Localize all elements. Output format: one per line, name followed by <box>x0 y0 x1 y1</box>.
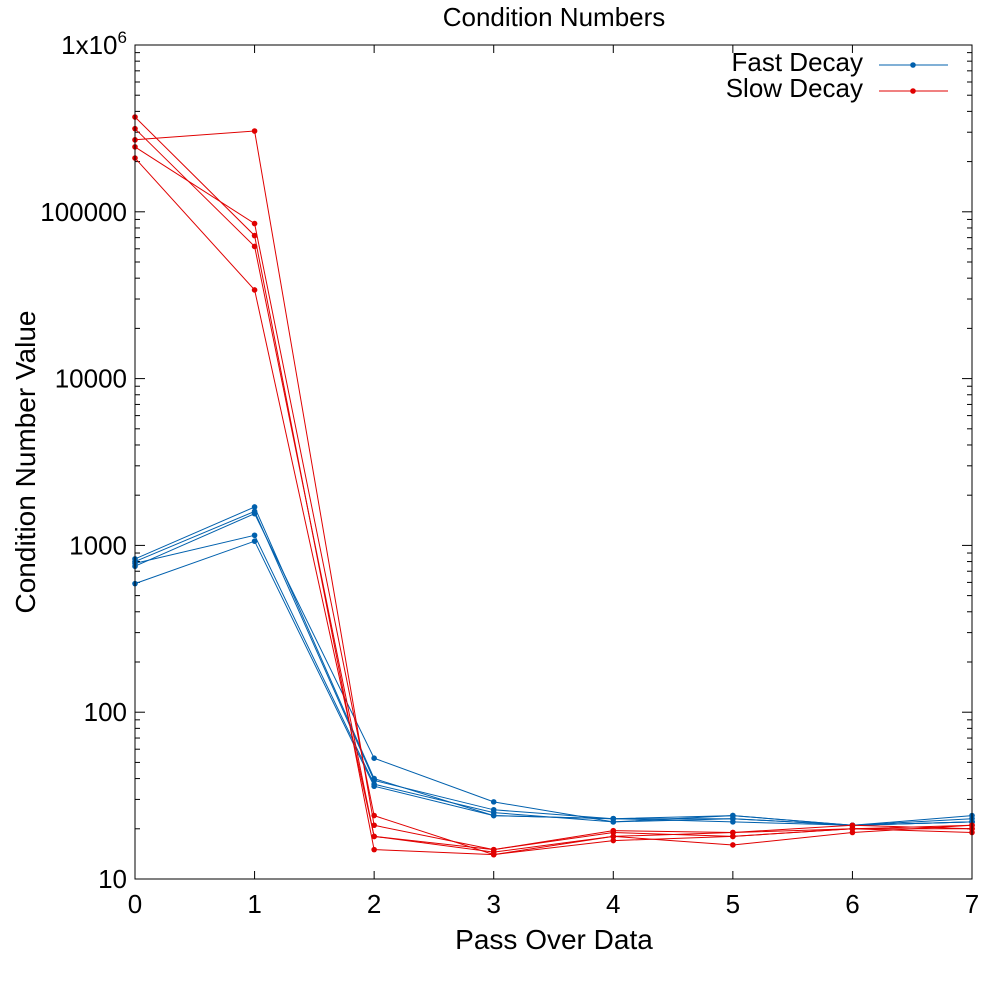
data-point <box>490 846 497 853</box>
x-tick-label: 7 <box>965 889 979 919</box>
data-point <box>730 812 736 819</box>
x-tick-label: 2 <box>367 889 381 919</box>
data-point <box>849 822 856 829</box>
x-tick-label: 3 <box>486 889 500 919</box>
x-axis-label: Pass Over Data <box>455 924 653 955</box>
data-point <box>371 822 377 829</box>
data-point <box>610 837 617 844</box>
chart-title: Condition Numbers <box>443 2 666 32</box>
data-point <box>849 829 856 836</box>
x-tick-label: 4 <box>606 889 620 919</box>
data-point <box>251 538 258 544</box>
data-point <box>371 755 377 761</box>
data-point <box>371 833 377 840</box>
data-point <box>730 829 736 836</box>
x-tick-label: 1 <box>247 889 261 919</box>
series-line <box>134 130 973 851</box>
data-point <box>490 851 497 858</box>
series-line <box>134 146 973 856</box>
data-point <box>730 833 736 840</box>
y-tick-label: 10 <box>98 864 127 894</box>
series-line <box>134 157 973 851</box>
data-point <box>490 799 497 805</box>
y-tick-label: 1000 <box>69 530 127 560</box>
y-tick-label: 1x106 <box>61 28 127 60</box>
data-point <box>251 128 258 134</box>
series-group-slow-decay <box>132 114 975 858</box>
y-tick-label: 100 <box>84 697 127 727</box>
y-tick-labels: 10 100 1000 10000 100000 1x106 <box>40 28 127 894</box>
data-point <box>490 812 497 819</box>
legend-label: Fast Decay <box>732 47 864 77</box>
y-tick-label: 10000 <box>55 364 127 394</box>
series-line <box>134 510 973 826</box>
plot-frame <box>134 44 973 880</box>
data-point <box>610 815 617 822</box>
legend-marker <box>910 88 916 94</box>
data-point <box>251 243 258 250</box>
y-tick-label: 100000 <box>40 197 127 227</box>
data-point <box>251 220 258 227</box>
data-point <box>730 842 736 848</box>
data-point <box>251 532 258 539</box>
series-line <box>134 534 973 826</box>
x-tick-label: 5 <box>726 889 740 919</box>
x-tick-labels: 0 1 2 3 4 5 6 7 <box>128 889 979 919</box>
x-tick-label: 6 <box>845 889 859 919</box>
data-point <box>251 287 258 293</box>
axis-ticks <box>134 44 973 880</box>
series-line <box>134 540 973 826</box>
data-point <box>251 510 258 517</box>
series-line <box>134 513 973 826</box>
data-point <box>371 783 377 790</box>
data-point <box>371 846 377 853</box>
series-line <box>134 506 973 826</box>
x-tick-label: 0 <box>128 889 142 919</box>
legend-label: Slow Decay <box>726 73 863 103</box>
legend-marker <box>910 62 916 68</box>
data-point <box>251 232 258 239</box>
series-line <box>134 128 972 853</box>
series-line <box>134 116 973 856</box>
data-point <box>610 833 617 840</box>
data-point <box>371 812 377 819</box>
series-layer <box>132 114 975 858</box>
series-group-fast-decay <box>132 504 975 829</box>
data-point <box>251 504 258 510</box>
y-axis-label: Condition Number Value <box>10 311 41 614</box>
data-point <box>610 827 617 834</box>
